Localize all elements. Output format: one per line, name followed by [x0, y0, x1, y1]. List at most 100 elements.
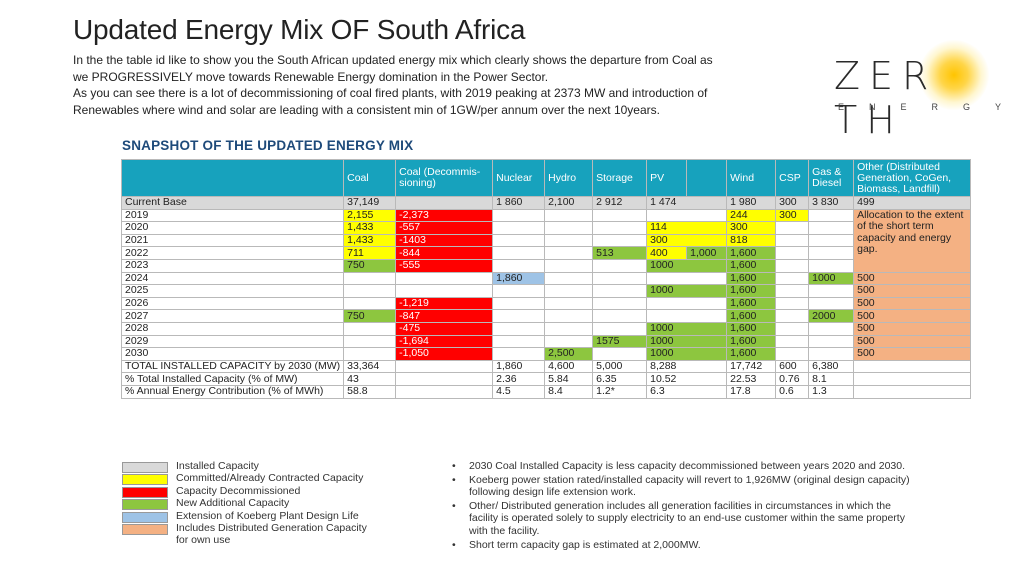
legend-label: Committed/Already Contracted Capacity	[176, 472, 364, 485]
table-cell	[775, 334, 810, 349]
totals-cell: 17,742	[726, 359, 777, 374]
totals-label: % Annual Energy Contribution (% of MWh)	[120, 384, 345, 399]
legend-swatch	[122, 511, 168, 523]
table-cell	[775, 321, 810, 336]
legend-label: Includes Distributed Generation Capacity	[176, 521, 367, 534]
note-text: Short term capacity gap is estimated at …	[469, 538, 701, 551]
table-cell	[808, 258, 855, 273]
table-cell: 1,600	[726, 258, 777, 273]
table-cell: -2,373	[395, 208, 494, 223]
legend-label: Extension of Koeberg Plant Design Life	[176, 509, 359, 522]
table-cell: 1,600	[726, 271, 777, 286]
table-cell	[646, 208, 728, 223]
table-cell: 1000	[808, 271, 855, 286]
table-cell	[544, 321, 594, 336]
table-cell	[492, 208, 546, 223]
table-cell	[343, 334, 397, 349]
table-cell: 300	[726, 221, 777, 235]
totals-cell	[853, 384, 972, 399]
table-cell: 3 830	[808, 196, 855, 210]
row-label: 2022	[120, 246, 345, 260]
table-cell	[492, 347, 546, 361]
row-label: 2021	[120, 233, 345, 248]
table-cell	[492, 296, 546, 311]
note-text: Koeberg power station rated/installed ca…	[469, 473, 910, 499]
table-cell	[395, 284, 494, 298]
intro-line: As you can see there is a lot of decommi…	[73, 86, 708, 100]
totals-cell: 6.3	[646, 384, 728, 399]
totals-cell	[395, 359, 494, 374]
intro-text: In the the table id like to show you the…	[73, 52, 813, 118]
energy-mix-table: Coal Coal (Decommis-sioning) Nuclear Hydro S…	[120, 159, 972, 399]
table-cell	[775, 347, 810, 361]
row-label: 2028	[120, 321, 345, 336]
column-header: PV	[646, 159, 688, 197]
totals-cell: 0.6	[775, 384, 810, 399]
table-cell	[544, 258, 594, 273]
table-cell	[808, 321, 855, 336]
totals-cell: 22.53	[726, 372, 777, 386]
totals-cell: 1.3	[808, 384, 855, 399]
table-cell	[592, 208, 648, 223]
table-cell: 1000	[646, 284, 728, 298]
totals-row: TOTAL INSTALLED CAPACITY by 2030 (MW) 33,…	[120, 359, 972, 374]
table-cell	[492, 233, 546, 248]
table-cell: 500	[853, 334, 972, 349]
table-cell: -1,219	[395, 296, 494, 311]
logo-subtitle: ENERGY	[838, 102, 1024, 112]
table-cell	[343, 284, 397, 298]
totals-cell: 8,288	[646, 359, 728, 374]
table-cell	[775, 309, 810, 323]
totals-cell: 5.84	[544, 372, 594, 386]
table-cell	[492, 334, 546, 349]
totals-cell: 8.1	[808, 372, 855, 386]
note-item: • Other/ Distributed generation includes …	[452, 500, 912, 538]
notes-list: • 2030 Coal Installed Capacity is less ca…	[452, 460, 912, 552]
row-label: 2019	[120, 208, 345, 223]
totals-cell: 58.8	[343, 384, 397, 399]
table-cell: 1,600	[726, 347, 777, 361]
intro-line: In the the table id like to show you the…	[73, 53, 713, 67]
totals-cell	[853, 372, 972, 386]
legend-swatch	[122, 462, 168, 473]
table-cell: 500	[853, 284, 972, 298]
table-row: 2020 1,433 -557 114 300	[120, 221, 971, 235]
totals-cell: 43	[343, 372, 397, 386]
table-cell	[592, 284, 648, 298]
table-cell	[808, 246, 855, 260]
row-label: 2030	[120, 347, 345, 361]
totals-row: % Total Installed Capacity (% of MW) 43 2.…	[120, 372, 972, 386]
table-cell: 1,600	[726, 334, 777, 349]
table-cell	[646, 296, 728, 311]
table-row: Current Base 37,149 1 860 2,100 2 912 1 474 1 …	[120, 196, 972, 210]
row-label: 2024	[120, 271, 345, 286]
table-cell: 2,155	[343, 208, 397, 223]
table-cell: 1,600	[726, 246, 777, 260]
note-item: • Koeberg power station rated/installed c…	[452, 474, 912, 499]
table-row: 2024 1,860 1,600 1000 500	[120, 271, 972, 286]
bullet-icon: •	[452, 473, 456, 486]
table-cell: 500	[853, 271, 972, 286]
column-header: Other (Distributed Generation, CoGen, Bi…	[853, 159, 972, 197]
totals-cell: 1,860	[492, 359, 546, 374]
table-cell	[646, 309, 728, 323]
table-cell	[808, 334, 855, 349]
column-header	[686, 159, 728, 197]
table-cell	[592, 258, 648, 273]
table-cell	[592, 347, 648, 361]
table-row: 2022 711 -844 513 400 1,000 1,600	[120, 246, 971, 260]
table-row: 2030 -1,050 2,500 1000 1,600 500	[120, 347, 972, 361]
table-cell: 750	[343, 309, 397, 323]
table-cell: 1,600	[726, 309, 777, 323]
totals-cell: 2.36	[492, 372, 546, 386]
table-cell: 300	[775, 208, 810, 223]
table-cell: -847	[395, 309, 494, 323]
totals-cell	[395, 384, 494, 399]
table-cell: 1,600	[726, 296, 777, 311]
table-cell	[592, 321, 648, 336]
table-row: 2026 -1,219 1,600 500	[120, 296, 972, 311]
legend-swatch	[122, 499, 168, 511]
table-cell	[343, 271, 397, 286]
table-cell: 500	[853, 296, 972, 311]
table-cell: 1,433	[343, 233, 397, 248]
